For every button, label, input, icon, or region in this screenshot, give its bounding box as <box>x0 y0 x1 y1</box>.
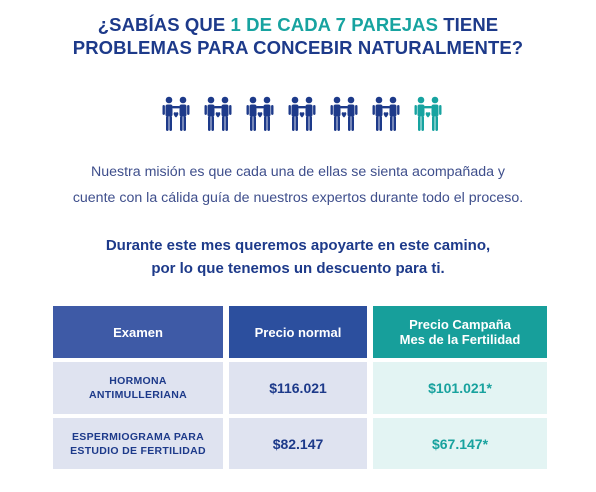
row-2-normal-price: $82.147 <box>229 418 367 469</box>
mission-line-2: cuente con la cálida guía de nuestros ex… <box>72 190 524 206</box>
row-1-normal-price: $116.021 <box>229 362 367 414</box>
couple-icon <box>246 96 274 131</box>
couple-icon <box>162 96 190 131</box>
row-2-exam-line-2: ESTUDIO DE FERTILIDAD <box>70 444 206 457</box>
row-1-exam: HORMONA ANTIMULLERIANA <box>53 362 223 414</box>
row-1-exam-line-1: HORMONA <box>109 375 167 387</box>
mission-text: Nuestra misión es que cada una de ellas … <box>0 159 596 211</box>
offer-line-1: Durante este mes queremos apoyarte en es… <box>105 237 491 254</box>
row-1-exam-line-2: ANTIMULLERIANA <box>88 389 188 401</box>
row-2-campaign-price: $67.147* <box>373 418 547 469</box>
row-2-exam-line-1: ESPERMIOGRAMA PARA <box>72 430 204 443</box>
header-normal-price: Precio normal <box>229 306 367 358</box>
headline-text: ¿SABÍAS QUE <box>97 14 231 35</box>
headline-line-1: ¿SABÍAS QUE 1 DE CADA 7 PAREJAS TIENE <box>0 13 596 36</box>
row-1-campaign-price: $101.021* <box>373 362 547 414</box>
couple-icon <box>204 96 232 131</box>
offer-line-2: por lo que tenemos un descuento para ti. <box>151 260 445 277</box>
couple-icon <box>330 96 358 131</box>
mission-line-1: Nuestra misión es que cada una de ellas … <box>90 164 506 180</box>
couple-icon <box>288 96 316 131</box>
headline: ¿SABÍAS QUE 1 DE CADA 7 PAREJAS TIENE PR… <box>0 13 596 59</box>
header-campaign-line-1: Precio Campaña <box>409 317 511 332</box>
headline-line-2: PROBLEMAS PARA CONCEBIR NATURALMENTE? <box>72 37 524 58</box>
offer-text: Durante este mes queremos apoyarte en es… <box>0 234 596 280</box>
couple-icon <box>414 96 442 131</box>
header-campaign-line-2: Mes de la Fertilidad <box>399 332 521 347</box>
headline-text-end: TIENE <box>438 14 499 35</box>
headline-accent: 1 DE CADA 7 PAREJAS <box>230 14 439 35</box>
couples-illustration <box>161 96 442 132</box>
header-campaign-price: Precio Campaña Mes de la Fertilidad <box>373 306 547 358</box>
price-table: Examen Precio normal Precio Campaña Mes … <box>53 306 547 469</box>
row-2-exam: ESPERMIOGRAMA PARA ESTUDIO DE FERTILIDAD <box>53 418 223 469</box>
header-exam: Examen <box>53 306 223 358</box>
couple-icon <box>372 96 400 131</box>
